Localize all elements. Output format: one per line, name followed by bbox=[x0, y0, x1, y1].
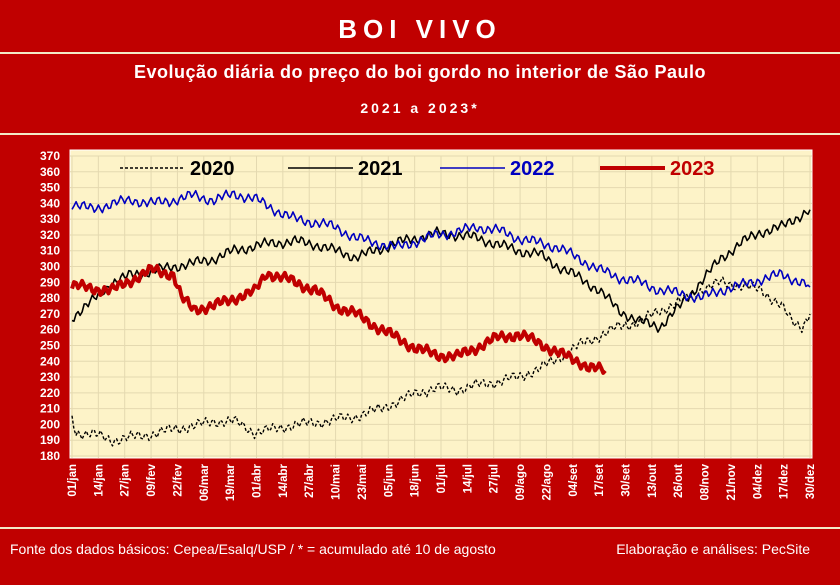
x-tick-label: 27/jan bbox=[120, 464, 132, 497]
chart-title: BOI VIVO bbox=[338, 14, 502, 44]
y-tick-label: 220 bbox=[40, 386, 60, 400]
series-line-2020 bbox=[71, 276, 811, 447]
legend-label-2020: 2020 bbox=[190, 158, 235, 180]
x-tick-label: 08/nov bbox=[700, 463, 712, 500]
x-tick-label: 10/mai bbox=[331, 464, 343, 500]
x-tick-label: 04/set bbox=[568, 464, 580, 497]
y-tick-label: 230 bbox=[40, 370, 60, 384]
y-tick-label: 340 bbox=[40, 196, 60, 210]
chart-period: 2021 a 2023* bbox=[360, 100, 480, 116]
y-tick-label: 260 bbox=[40, 323, 60, 337]
x-tick-label: 01/abr bbox=[252, 463, 264, 497]
x-tick-label: 30/set bbox=[621, 464, 633, 497]
x-tick-label: 01/jan bbox=[67, 464, 79, 497]
y-tick-label: 190 bbox=[40, 433, 60, 447]
x-tick-label: 17/set bbox=[594, 464, 606, 497]
y-tick-label: 250 bbox=[40, 338, 60, 352]
x-tick-label: 23/mai bbox=[357, 464, 369, 500]
y-tick-label: 300 bbox=[40, 260, 60, 274]
footer-source: Fonte dos dados básicos: Cepea/Esalq/USP… bbox=[10, 541, 496, 557]
y-tick-label: 290 bbox=[40, 275, 60, 289]
x-tick-label: 27/jul bbox=[489, 464, 501, 493]
y-tick-label: 360 bbox=[40, 165, 60, 179]
y-tick-label: 310 bbox=[40, 244, 60, 258]
x-tick-label: 14/abr bbox=[278, 463, 290, 497]
x-tick-label: 30/dez bbox=[805, 464, 817, 499]
y-tick-label: 350 bbox=[40, 181, 60, 195]
x-tick-label: 27/abr bbox=[304, 463, 316, 497]
x-tick-label: 14/jul bbox=[462, 464, 474, 493]
y-tick-label: 280 bbox=[40, 291, 60, 305]
x-tick-label: 18/jun bbox=[410, 464, 422, 497]
chart-subtitle: Evolução diária do preço do boi gordo no… bbox=[133, 62, 707, 82]
x-tick-label: 22/ago bbox=[541, 464, 553, 500]
header-divider bbox=[0, 133, 840, 135]
x-tick-label: 09/fev bbox=[146, 463, 158, 496]
x-tick-label: 19/mar bbox=[225, 463, 237, 501]
footer-credit: Elaboração e análises: PecSite bbox=[616, 541, 810, 557]
y-tick-label: 210 bbox=[40, 402, 60, 416]
x-tick-label: 09/ago bbox=[515, 464, 527, 500]
footer-divider bbox=[0, 527, 840, 529]
y-tick-label: 240 bbox=[40, 354, 60, 368]
x-tick-label: 05/jun bbox=[383, 464, 395, 497]
legend-label-2022: 2022 bbox=[510, 158, 555, 180]
x-tick-label: 22/fev bbox=[172, 463, 184, 496]
x-tick-label: 13/out bbox=[647, 464, 659, 498]
x-tick-label: 01/jul bbox=[436, 464, 448, 493]
series-line-2022 bbox=[71, 189, 811, 303]
x-tick-label: 04/dez bbox=[752, 464, 764, 499]
x-tick-label: 26/out bbox=[673, 464, 685, 498]
y-tick-label: 180 bbox=[40, 449, 60, 463]
y-tick-label: 320 bbox=[40, 228, 60, 242]
title-divider bbox=[0, 52, 840, 54]
series-line-2023 bbox=[70, 263, 607, 375]
legend-label-2023: 2023 bbox=[670, 158, 715, 180]
x-tick-label: 21/nov bbox=[726, 463, 738, 500]
x-tick-label: 06/mar bbox=[199, 463, 211, 501]
y-tick-label: 370 bbox=[40, 149, 60, 163]
x-tick-label: 17/dez bbox=[779, 464, 791, 499]
x-tick-label: 14/jan bbox=[93, 464, 105, 497]
y-tick-label: 200 bbox=[40, 417, 60, 431]
y-tick-label: 330 bbox=[40, 212, 60, 226]
y-tick-label: 270 bbox=[40, 307, 60, 321]
legend-label-2021: 2021 bbox=[358, 158, 403, 180]
